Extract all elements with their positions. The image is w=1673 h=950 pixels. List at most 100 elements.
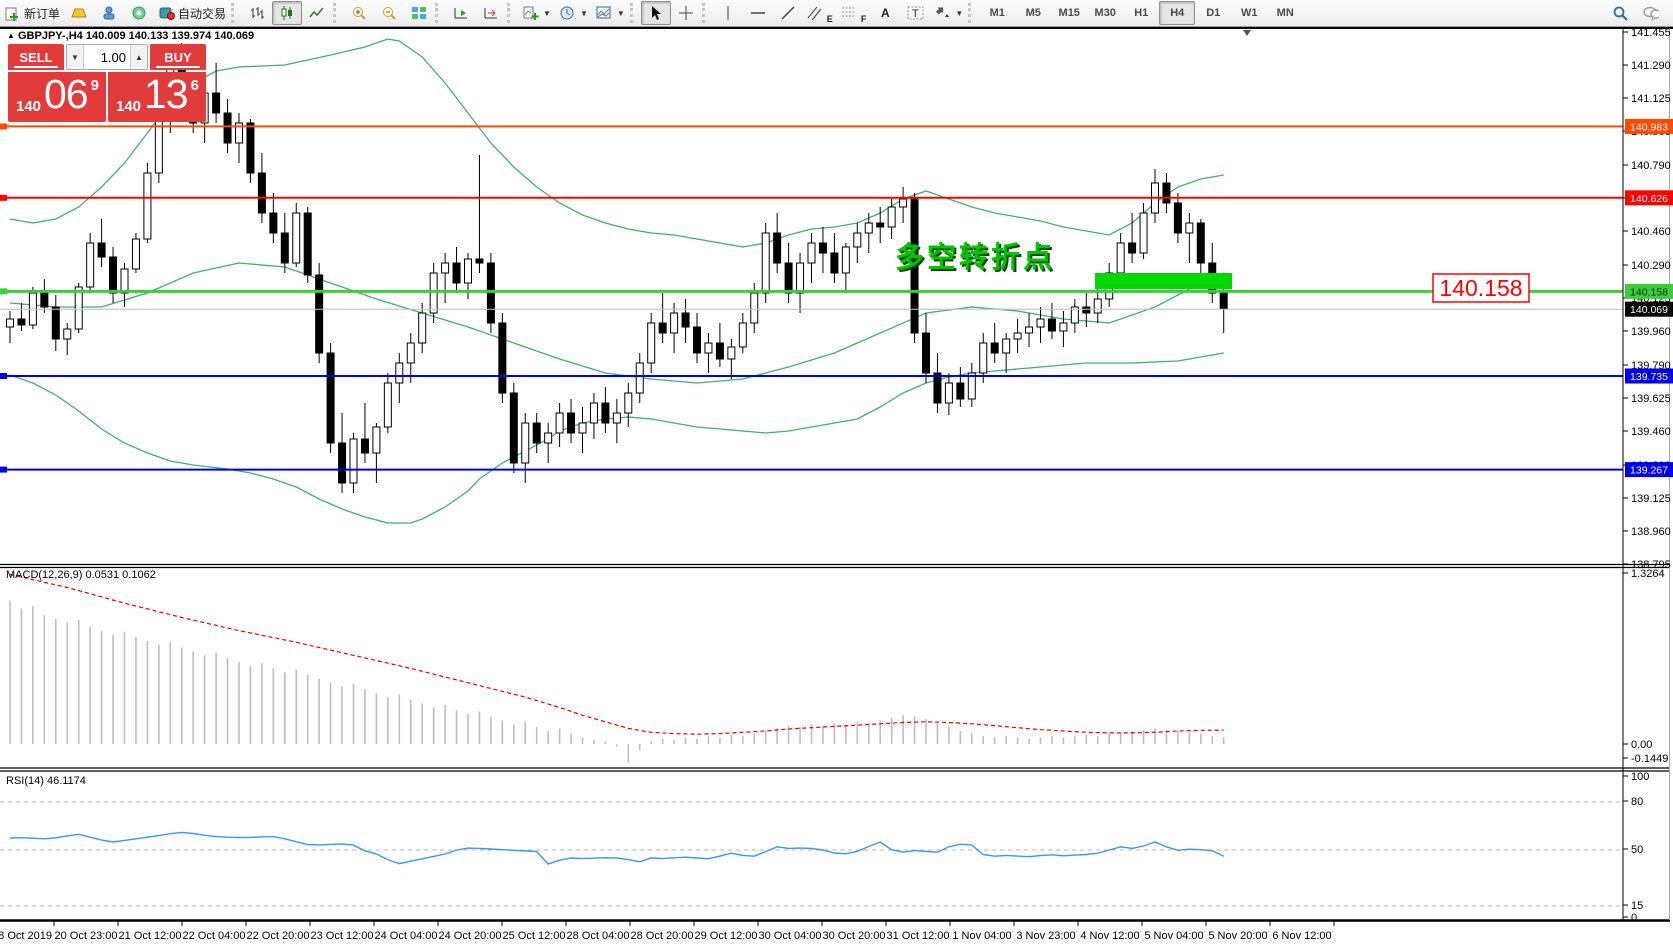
candle-bearish bbox=[567, 412, 576, 434]
candle-bullish bbox=[841, 246, 850, 274]
chat-icon bbox=[1642, 5, 1659, 22]
candle-bearish bbox=[315, 274, 324, 354]
zoom-out-icon bbox=[381, 5, 398, 22]
candle-bullish bbox=[1059, 322, 1068, 332]
candle-bullish bbox=[372, 426, 381, 454]
toolbar-grip bbox=[968, 3, 978, 23]
annotation-text[interactable]: 多空转折点 bbox=[895, 240, 1055, 274]
channel-button[interactable]: E bbox=[803, 1, 837, 25]
rsi-pane bbox=[0, 801, 1623, 907]
candle-bullish bbox=[131, 238, 140, 270]
candle-bearish bbox=[1047, 318, 1056, 332]
candle-bullish bbox=[1025, 326, 1034, 334]
sell-price-block[interactable]: 140 06 9 bbox=[8, 71, 106, 122]
timeframe-button-m5[interactable]: M5 bbox=[1025, 7, 1041, 19]
chart-shift-marker-icon[interactable] bbox=[1243, 30, 1251, 36]
level-left-marker bbox=[0, 288, 7, 295]
level-left-marker bbox=[0, 123, 7, 130]
text-label-button[interactable]: T bbox=[900, 1, 930, 25]
price-badge-140.983 bbox=[1625, 118, 1673, 134]
price-tick-label: 141.125 bbox=[1631, 93, 1671, 105]
signals-tool-button[interactable] bbox=[124, 1, 154, 25]
timeframe-button-m15[interactable]: M15 bbox=[1058, 7, 1080, 19]
gold-tool-button[interactable] bbox=[64, 1, 94, 25]
candle-bearish bbox=[269, 212, 278, 234]
candle-bullish bbox=[853, 232, 862, 248]
rsi-tick-label: 80 bbox=[1631, 796, 1643, 808]
line-chart-button[interactable] bbox=[302, 1, 332, 25]
timeframe-button-m1[interactable]: M1 bbox=[989, 7, 1005, 19]
bar-chart-button[interactable] bbox=[242, 1, 272, 25]
volume-increase-button[interactable]: ▲ bbox=[130, 45, 147, 69]
candle-bullish bbox=[750, 292, 759, 324]
templates-button[interactable]: ▼ bbox=[592, 1, 629, 25]
indicators-button[interactable]: ▼ bbox=[518, 1, 555, 25]
zoom-out-button[interactable] bbox=[374, 1, 404, 25]
candle-bullish bbox=[1139, 212, 1148, 254]
search-button[interactable] bbox=[1605, 1, 1635, 25]
symbol-info-line: ▲ GBPJPY-,H4 140.009 140.133 139.974 140… bbox=[7, 30, 254, 42]
autotrading-button[interactable]: 自动交易 bbox=[154, 1, 230, 25]
candle-bullish bbox=[63, 328, 72, 340]
new-order-button[interactable]: 新订单 bbox=[0, 1, 64, 25]
callout-box[interactable] bbox=[1432, 273, 1530, 303]
chat-button[interactable] bbox=[1635, 1, 1665, 25]
toolbar-grip bbox=[231, 3, 241, 23]
candle-bearish bbox=[773, 232, 782, 264]
zoom-in-button[interactable] bbox=[344, 1, 374, 25]
chart-area[interactable]: 多空转折点 多空转折点 140.158 141.455 141.290 141.125 14… bbox=[0, 27, 1673, 950]
sell-button[interactable]: SELL bbox=[8, 44, 64, 70]
level-left-marker bbox=[0, 373, 7, 379]
avatar-chart-icon bbox=[101, 5, 118, 22]
tile-windows-button[interactable] bbox=[404, 1, 434, 25]
price-badge-140.158 bbox=[1625, 283, 1673, 299]
symbol-marker-icon: ▲ bbox=[7, 31, 15, 40]
timeframe-button-h4[interactable]: H4 bbox=[1159, 1, 1196, 25]
price-tick-label: 139.460 bbox=[1631, 426, 1671, 438]
vertical-line-button[interactable] bbox=[713, 1, 743, 25]
channel-glyph: E bbox=[826, 14, 833, 24]
candle-bearish bbox=[246, 122, 255, 174]
candlestick-chart-button[interactable] bbox=[272, 1, 303, 25]
timeframe-button-w1[interactable]: W1 bbox=[1240, 7, 1258, 19]
fibonacci-button[interactable]: F bbox=[837, 1, 871, 25]
dropdown-caret: ▼ bbox=[955, 8, 964, 18]
candle-bearish bbox=[17, 318, 26, 326]
dropdown-caret: ▼ bbox=[543, 8, 551, 18]
macd-signal-line bbox=[9, 573, 1224, 735]
crosshair-icon bbox=[677, 5, 694, 22]
horizontal-line-button[interactable] bbox=[743, 1, 773, 25]
text-button[interactable]: A bbox=[870, 1, 900, 25]
trendline-button[interactable] bbox=[773, 1, 803, 25]
new-order-label: 新订单 bbox=[24, 6, 61, 21]
timeframe-button-m30[interactable]: M30 bbox=[1094, 7, 1116, 19]
auto-scroll-button[interactable] bbox=[446, 1, 476, 25]
highlight-zone-box[interactable] bbox=[1095, 273, 1232, 289]
level-left-marker bbox=[0, 466, 7, 473]
candle-bearish bbox=[486, 262, 495, 324]
arrows-button[interactable]: ▼ bbox=[930, 1, 967, 25]
volume-decrease-button[interactable]: ▼ bbox=[67, 45, 84, 69]
timeframe-button-mn[interactable]: MN bbox=[1276, 7, 1294, 19]
buy-button[interactable]: BUY bbox=[150, 44, 206, 70]
account-tool-button[interactable] bbox=[94, 1, 124, 25]
candle-bullish bbox=[464, 258, 472, 284]
candle-bearish bbox=[303, 212, 312, 276]
candle-bearish bbox=[818, 242, 827, 254]
macd-tick-label: 1.3264 bbox=[1631, 568, 1665, 580]
periods-button[interactable]: ▼ bbox=[555, 1, 592, 25]
candle-bullish bbox=[555, 412, 564, 434]
crosshair-button[interactable] bbox=[671, 1, 701, 25]
timeframe-button-d1[interactable]: D1 bbox=[1206, 7, 1221, 19]
cursor-button[interactable] bbox=[640, 1, 671, 25]
volume-input[interactable] bbox=[84, 45, 130, 69]
macd-tick-label: 0.00 bbox=[1631, 739, 1652, 751]
timeframe-button-h1[interactable]: H1 bbox=[1134, 7, 1149, 19]
price-badge-label: 140.069 bbox=[1630, 304, 1668, 316]
candle-bearish bbox=[338, 442, 347, 484]
buy-price-block[interactable]: 140 13 6 bbox=[108, 71, 206, 122]
chart-shift-button[interactable] bbox=[476, 1, 506, 25]
main-toolbar: 新订单 自动交易 bbox=[0, 0, 1673, 27]
